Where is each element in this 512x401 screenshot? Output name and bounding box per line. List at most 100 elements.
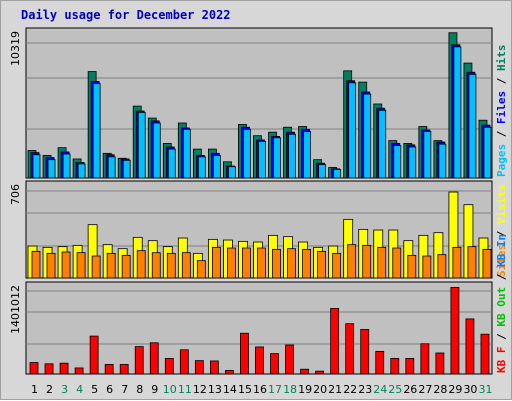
pages-bar-day-31: [483, 126, 492, 179]
sites-bar-day-20-fill: [317, 250, 327, 279]
legend-part-1-4: Hits: [495, 45, 508, 72]
pages-bar-day-30-fill: [468, 73, 477, 179]
kbf-bar-day-29-fill: [450, 286, 460, 375]
pages-bar-day-20: [318, 164, 327, 179]
panel-3-ymax-label: 1401012: [9, 285, 22, 334]
pages-bar-day-4: [77, 163, 86, 179]
sites-bar-day-8: [136, 250, 146, 279]
pages-bar-day-16: [258, 140, 266, 179]
kbf-bar-day-2-fill: [44, 363, 54, 375]
pages-bar-day-1-fill: [32, 154, 41, 179]
kbf-bar-day-7: [119, 364, 129, 375]
pages-bar-day-19: [303, 131, 311, 179]
pages-bar-day-22-fill: [348, 82, 357, 179]
sites-bar-day-14: [227, 247, 236, 279]
pages-bar-day-14: [228, 166, 236, 179]
sites-bar-day-24: [377, 246, 387, 279]
x-tick-day-23: 23: [358, 383, 372, 396]
pages-bar-day-12-fill: [197, 156, 206, 179]
kbf-bar-day-12-fill: [194, 360, 204, 375]
pages-bar-day-15: [243, 128, 251, 179]
x-tick-day-9: 9: [151, 383, 158, 396]
legend-part-2-2: Visits: [495, 184, 508, 224]
chart-title: Daily usage for December 2022: [21, 8, 231, 22]
pages-bar-day-11: [182, 128, 191, 179]
sites-bar-day-3-fill: [61, 251, 71, 279]
sites-bar-day-24-fill: [377, 246, 387, 279]
sites-bar-day-12: [196, 260, 206, 279]
kbf-bar-day-20: [315, 370, 325, 375]
sites-bar-day-10: [166, 252, 176, 279]
kbf-bar-day-25-fill: [390, 357, 400, 375]
panel-1-ymax-label: 10319: [9, 31, 22, 66]
sites-bar-day-31-fill: [482, 248, 492, 279]
x-tick-day-28: 28: [433, 383, 447, 396]
sites-bar-day-18-fill: [287, 248, 296, 279]
kbf-bar-day-26-fill: [405, 357, 415, 375]
kbf-bar-day-29: [450, 286, 460, 375]
x-tick-day-8: 8: [136, 383, 143, 396]
sites-bar-day-13-fill: [211, 246, 221, 279]
sites-bar-day-28-fill: [437, 254, 447, 279]
x-tick-day-3: 3: [61, 383, 68, 396]
legend-part-3-2: KB Out: [495, 287, 508, 327]
pages-bar-day-23-fill: [363, 93, 372, 179]
pages-bar-day-6-fill: [107, 156, 116, 179]
sites-bar-day-26: [407, 254, 417, 279]
pages-bar-day-25: [393, 145, 402, 179]
sites-bar-day-17: [272, 248, 281, 279]
kbf-bar-day-16: [255, 346, 264, 375]
sites-bar-day-7: [121, 254, 131, 279]
pages-bar-day-3-fill: [62, 153, 71, 179]
legend-part-3-0: KB F: [495, 347, 508, 374]
x-tick-day-5: 5: [91, 383, 98, 396]
x-tick-day-11: 11: [178, 383, 192, 396]
pages-bar-day-4-fill: [77, 163, 86, 179]
kbf-bar-day-31: [480, 333, 490, 375]
sites-bar-day-16: [257, 247, 266, 279]
legend-part-1-3: /: [495, 71, 508, 91]
pages-bar-day-10-fill: [167, 148, 176, 179]
x-tick-day-17: 17: [268, 383, 282, 396]
kbf-bar-day-23: [360, 329, 370, 375]
pages-bar-day-2-fill: [47, 159, 56, 179]
pages-bar-day-27-fill: [423, 131, 432, 179]
pages-bar-day-2: [47, 159, 56, 179]
kbf-bar-day-24-fill: [375, 350, 385, 375]
sites-bar-day-15-fill: [242, 247, 251, 279]
pages-bar-day-9-fill: [152, 122, 161, 179]
kbf-bar-day-26: [405, 357, 415, 375]
kbf-bar-day-4-fill: [74, 367, 84, 375]
kbf-bar-day-10-fill: [164, 357, 174, 375]
x-tick-day-21: 21: [328, 383, 342, 396]
kbf-bar-day-27-fill: [420, 343, 430, 375]
sites-bar-day-4: [76, 252, 86, 279]
legend-part-2-0: Sites: [495, 244, 508, 277]
pages-bar-day-11-fill: [182, 128, 191, 179]
sites-bar-day-23-fill: [362, 244, 372, 279]
kbf-bar-day-22: [345, 323, 355, 375]
pages-bar-day-7: [122, 159, 131, 179]
pages-bar-day-10: [167, 148, 176, 179]
sites-bar-day-21: [332, 252, 342, 279]
pages-bar-day-13: [212, 155, 221, 179]
kbf-bar-day-5-fill: [89, 335, 99, 375]
pages-bar-day-24-fill: [378, 109, 387, 179]
kbf-bar-day-7-fill: [119, 364, 129, 375]
pages-bar-day-16-fill: [258, 140, 266, 179]
sites-bar-day-19: [302, 248, 311, 279]
sites-bar-day-27: [422, 255, 432, 279]
kbf-bar-day-3-fill: [59, 362, 69, 375]
kbf-bar-day-9-fill: [149, 342, 159, 375]
kbf-bar-day-31-fill: [480, 333, 490, 375]
kbf-bar-day-27: [420, 343, 430, 375]
kbf-bar-day-17-fill: [270, 353, 279, 375]
panel-3-legend: KB F / KB Out / KB In: [495, 234, 508, 373]
sites-bar-day-29: [452, 246, 462, 279]
pages-bar-day-7-fill: [122, 159, 131, 179]
x-tick-day-29: 29: [448, 383, 462, 396]
x-tick-day-14: 14: [223, 383, 237, 396]
sites-bar-day-3: [61, 251, 71, 279]
